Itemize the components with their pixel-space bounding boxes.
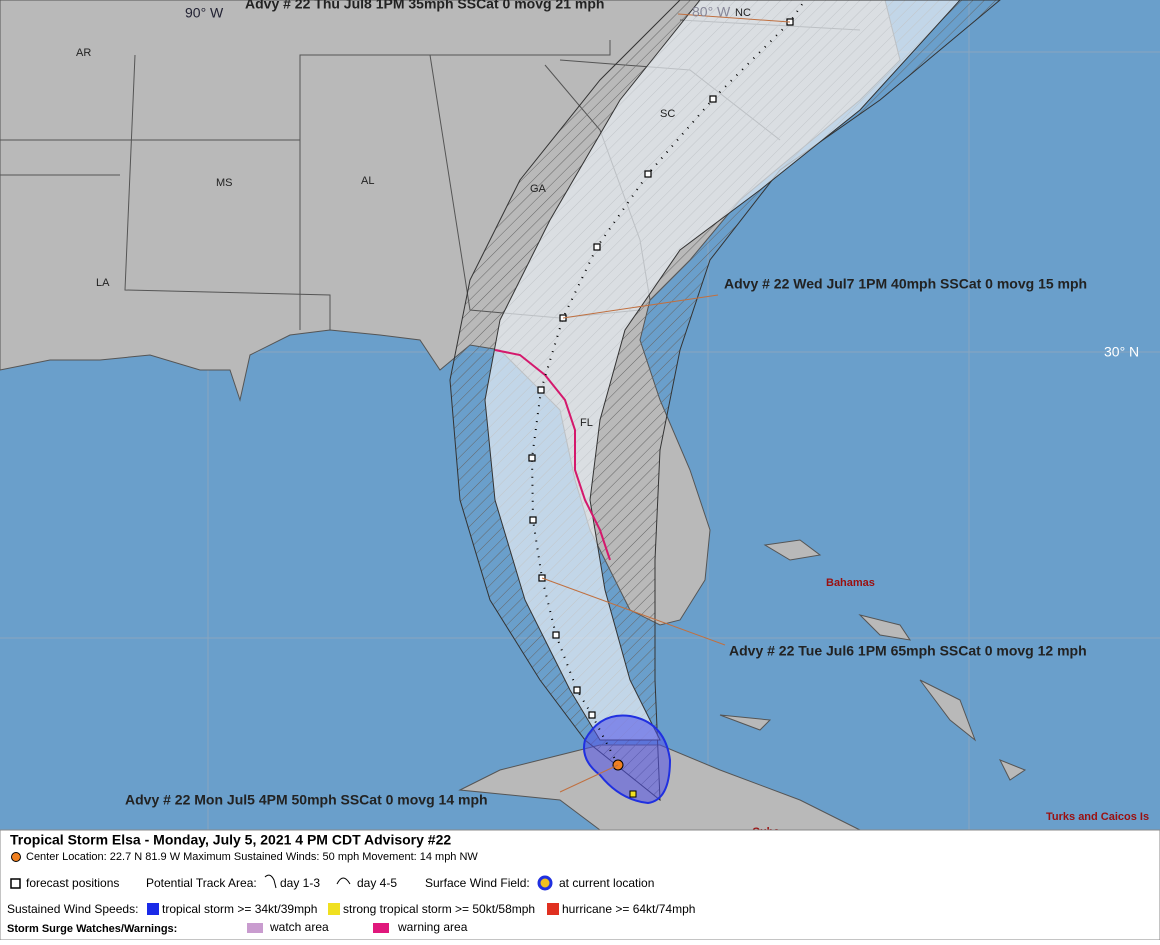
- state-label: MS: [216, 177, 233, 189]
- state-label: GA: [530, 183, 547, 195]
- wind-field: [583, 714, 672, 805]
- legend-swatch: [147, 903, 159, 915]
- legend-text: Sustained Wind Speeds:: [7, 902, 138, 916]
- grid-label: 30° N: [1104, 344, 1139, 360]
- grid-label: 80° W: [692, 4, 731, 20]
- legend-title: Tropical Storm Elsa - Monday, July 5, 20…: [10, 832, 451, 848]
- state-label: NC: [735, 7, 751, 19]
- grid-label: 90° W: [185, 5, 224, 21]
- legend-text: forecast positions: [26, 876, 119, 890]
- legend-text: tropical storm >= 34kt/39mph: [162, 902, 317, 916]
- legend-text: strong tropical storm >= 50kt/58mph: [343, 902, 535, 916]
- leader-lines: [541, 13, 791, 793]
- place-label: Bahamas: [826, 577, 875, 589]
- legend-panel: [0, 829, 1160, 941]
- legend-swatch: [373, 923, 389, 933]
- state-label: SC: [660, 108, 675, 120]
- warning-coast: [494, 349, 611, 561]
- legend-icon: [10, 878, 21, 889]
- state-label: AR: [76, 47, 91, 59]
- legend-text: day 1-3: [280, 876, 320, 890]
- state-label: AL: [361, 175, 374, 187]
- bahamas-islands: [719, 539, 1027, 781]
- state-label: LA: [96, 277, 110, 289]
- legend-text: Surface Wind Field:: [425, 876, 530, 890]
- legend-text: day 4-5: [357, 876, 397, 890]
- legend-swatch: [247, 923, 263, 933]
- legend-text: hurricane >= 64kt/74mph: [562, 902, 695, 916]
- advisory-label: Advy # 22 Wed Jul7 1PM 40mph SSCat 0 mov…: [724, 276, 1087, 292]
- legend-text: Storm Surge Watches/Warnings:: [7, 923, 177, 935]
- legend-swatch: [328, 903, 340, 915]
- legend-icon: [264, 874, 277, 889]
- state-label: FL: [580, 417, 593, 429]
- legend-text: watch area: [269, 920, 329, 934]
- advisory-label: Advy # 22 Thu Jul8 1PM 35mph SSCat 0 mov…: [245, 0, 604, 12]
- position-marker: [629, 790, 637, 798]
- legend-icon: [537, 875, 553, 891]
- legend-icon: [11, 852, 21, 862]
- legend-icon: [336, 877, 351, 885]
- place-label: Turks and Caicos Is: [1046, 811, 1149, 823]
- cone-day-1-3: [484, 0, 961, 741]
- legend-text: warning area: [397, 920, 468, 934]
- legend-text: Center Location: 22.7 N 81.9 W Maximum S…: [26, 851, 478, 863]
- advisory-label: Advy # 22 Tue Jul6 1PM 65mph SSCat 0 mov…: [729, 643, 1087, 659]
- legend-swatch: [547, 903, 559, 915]
- legend-text: Potential Track Area:: [146, 876, 257, 890]
- legend-text: at current location: [559, 876, 654, 890]
- advisory-label: Advy # 22 Mon Jul5 4PM 50mph SSCat 0 mov…: [125, 792, 488, 808]
